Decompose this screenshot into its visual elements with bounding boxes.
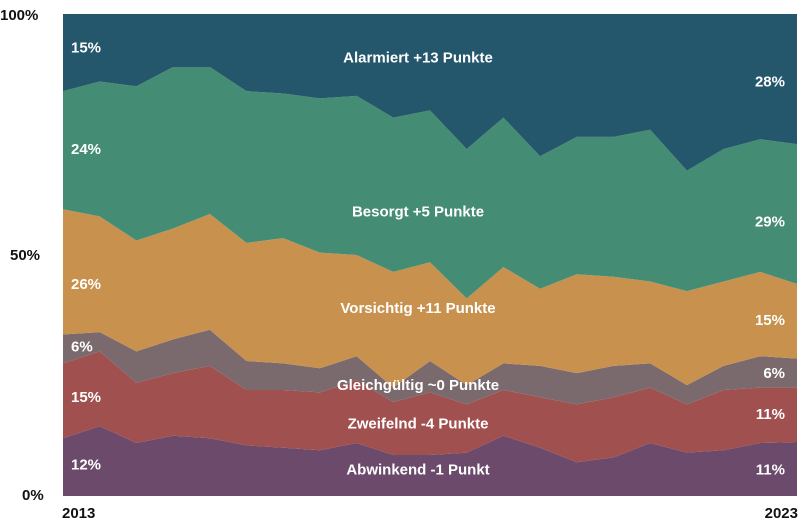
area-gleichgueltig xyxy=(63,329,797,405)
end-label-vorsichtig: 15% xyxy=(755,312,785,329)
series-label-zweifelnd: Zweifelnd -4 Punkte xyxy=(348,416,489,433)
series-label-alarmiert: Alarmiert +13 Punkte xyxy=(343,49,493,66)
series-label-gleichgueltig: Gleichgültig ~0 Punkte xyxy=(337,377,499,394)
area-besorgt xyxy=(63,67,797,299)
y-tick-50: 50% xyxy=(10,247,40,264)
y-tick-100: 100% xyxy=(0,7,38,24)
series-label-vorsichtig: Vorsichtig +11 Punkte xyxy=(340,300,495,317)
start-label-gleichgueltig: 6% xyxy=(71,339,93,356)
end-label-gleichgueltig: 6% xyxy=(763,365,785,382)
area-vorsichtig xyxy=(63,209,797,388)
end-label-zweifelnd: 11% xyxy=(756,406,785,423)
end-label-abwinkend: 11% xyxy=(756,461,785,478)
axes: 100% 50% 0% 2013 2023 xyxy=(0,7,798,522)
series-label-besorgt: Besorgt +5 Punkte xyxy=(352,204,484,221)
y-tick-0: 0% xyxy=(22,487,44,504)
x-tick-end: 2023 xyxy=(765,505,798,522)
area-alarmiert xyxy=(63,14,797,171)
end-label-alarmiert: 28% xyxy=(755,73,785,90)
start-label-abwinkend: 12% xyxy=(71,457,101,474)
series-labels: Abwinkend -1 Punkt Zweifelnd -4 Punkte Gle… xyxy=(337,49,499,478)
start-label-zweifelnd: 15% xyxy=(71,389,101,406)
start-label-vorsichtig: 26% xyxy=(71,276,101,293)
series-label-abwinkend: Abwinkend -1 Punkt xyxy=(346,461,489,478)
x-tick-start: 2013 xyxy=(62,505,95,522)
value-labels: 12% 11% 15% 11% 6% 6% 26% 15% 24% 29% 15% 28% xyxy=(71,40,785,479)
start-label-alarmiert: 15% xyxy=(71,40,101,57)
end-label-besorgt: 29% xyxy=(755,213,785,230)
area-abwinkend xyxy=(63,426,797,496)
start-label-besorgt: 24% xyxy=(71,141,101,158)
area-layers xyxy=(63,14,797,496)
area-zweifelnd xyxy=(63,351,797,463)
